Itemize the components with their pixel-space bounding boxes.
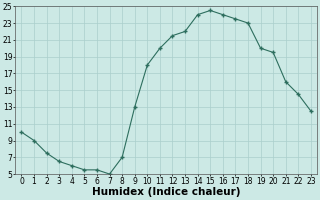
X-axis label: Humidex (Indice chaleur): Humidex (Indice chaleur) xyxy=(92,187,240,197)
